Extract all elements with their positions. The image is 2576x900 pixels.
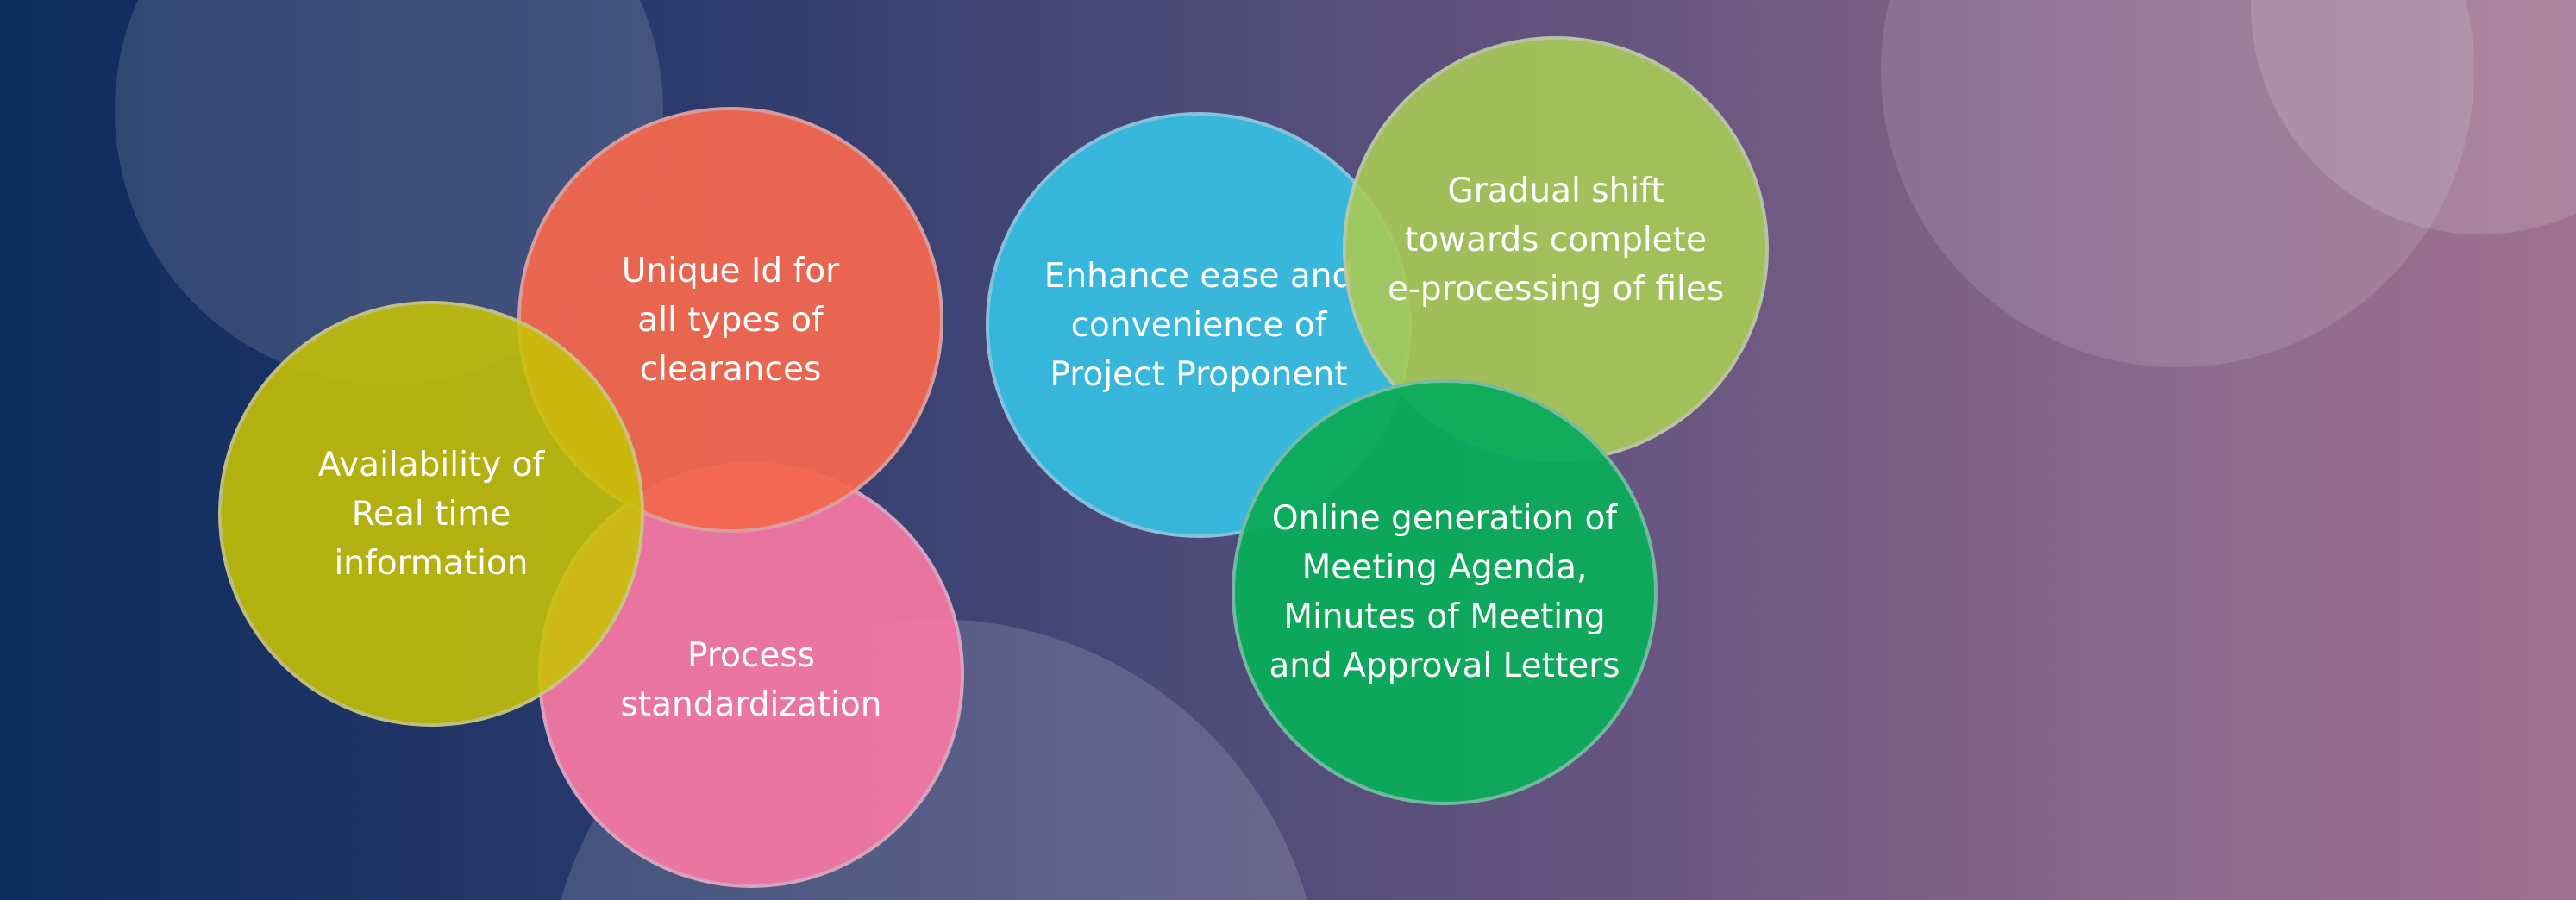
circle-online-generation: Online generation of Meeting Agenda, Min… <box>1232 379 1658 805</box>
circle-label: Availability of Real time information <box>317 445 545 583</box>
circle-label: Enhance ease and convenience of Project … <box>1044 256 1354 394</box>
decorative-bubble <box>1881 0 2474 367</box>
circle-label: Online generation of Meeting Agenda, Min… <box>1269 499 1620 685</box>
circle-label: Gradual shift towards complete e-process… <box>1387 171 1725 309</box>
circle-e-processing: Gradual shift towards complete e-process… <box>1343 36 1769 462</box>
decorative-bubble <box>2251 0 2576 234</box>
circle-label: Process standardization <box>620 636 882 724</box>
circle-real-time-info: Availability of Real time information <box>218 301 644 727</box>
circle-label: Unique Id for all types of clearances <box>621 251 840 389</box>
